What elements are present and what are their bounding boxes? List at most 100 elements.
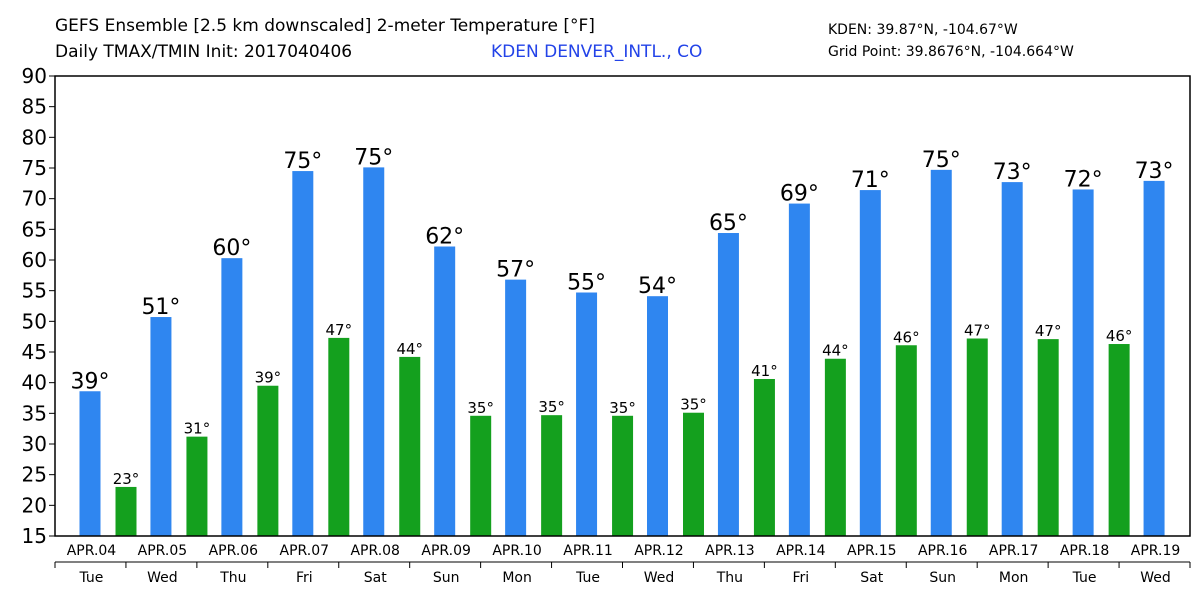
tmax-value-label: 75° xyxy=(354,145,393,170)
tmin-value-label: 31° xyxy=(184,420,211,438)
x-date-label: APR.04 xyxy=(67,543,117,559)
tmax-value-label: 73° xyxy=(1135,159,1174,184)
tmin-value-label: 23° xyxy=(113,470,140,488)
y-tick-label: 70 xyxy=(22,187,47,211)
station-coords: KDEN: 39.87°N, -104.67°W xyxy=(828,22,1018,38)
x-weekday-label: Tue xyxy=(575,570,600,586)
tmin-bar xyxy=(257,385,279,536)
tmax-value-label: 72° xyxy=(1064,167,1103,192)
tmax-bar xyxy=(363,167,385,537)
tmin-value-label: 46° xyxy=(893,328,920,346)
x-date-label: APR.10 xyxy=(492,543,542,559)
tmax-value-label: 73° xyxy=(993,160,1032,185)
tmin-value-label: 35° xyxy=(609,399,636,417)
y-tick-label: 75 xyxy=(22,156,47,180)
tmin-value-label: 35° xyxy=(538,398,565,416)
tmax-value-label: 65° xyxy=(709,211,748,236)
y-tick-label: 15 xyxy=(22,524,47,548)
y-tick-label: 85 xyxy=(22,95,47,119)
x-weekday-label: Thu xyxy=(716,570,743,586)
plot-frame xyxy=(54,75,1191,537)
tmin-value-label: 47° xyxy=(326,321,353,339)
x-date-label: APR.18 xyxy=(1060,543,1110,559)
x-date-label: APR.14 xyxy=(776,543,826,559)
tmax-value-label: 75° xyxy=(922,148,961,173)
tmin-bar xyxy=(753,378,775,536)
y-tick-label: 60 xyxy=(22,248,47,272)
tmin-bar xyxy=(1108,344,1130,536)
tmin-value-label: 35° xyxy=(467,399,494,417)
x-weekday-label: Mon xyxy=(502,570,532,586)
station-name: KDEN DENVER_INTL., CO xyxy=(491,42,703,62)
x-date-label: APR.06 xyxy=(209,543,259,559)
y-tick-label: 90 xyxy=(22,64,47,88)
tmin-value-label: 39° xyxy=(255,369,282,387)
tmax-bar xyxy=(505,279,527,536)
y-tick-label: 35 xyxy=(22,401,47,425)
tmax-bar xyxy=(1072,189,1094,536)
grid-point-coords: Grid Point: 39.8676°N, -104.664°W xyxy=(828,44,1074,60)
tmin-value-label: 44° xyxy=(822,342,849,360)
tmax-value-label: 39° xyxy=(71,369,110,394)
tmax-bar xyxy=(221,258,243,536)
x-weekday-label: Sun xyxy=(433,570,460,586)
tmin-value-label: 47° xyxy=(964,322,991,340)
tmax-bar xyxy=(717,233,739,536)
x-weekday-label: Sun xyxy=(929,570,956,586)
x-weekday-label: Fri xyxy=(296,570,313,586)
tmin-value-label: 35° xyxy=(680,396,707,414)
x-date-label: APR.11 xyxy=(563,543,613,559)
y-tick-label: 80 xyxy=(22,125,47,149)
tmax-bar xyxy=(647,296,668,536)
tmin-bar xyxy=(683,412,704,536)
x-date-label: APR.13 xyxy=(705,543,755,559)
x-date-label: APR.09 xyxy=(421,543,471,559)
tmax-bar xyxy=(788,203,810,536)
tmin-bar xyxy=(1037,339,1059,536)
tmax-bar xyxy=(930,169,952,536)
tmax-bar xyxy=(292,171,314,537)
tmin-bar xyxy=(612,415,634,536)
tmin-bar xyxy=(470,415,492,536)
tmax-bar xyxy=(434,246,456,537)
tmin-bar xyxy=(399,356,421,536)
tmin-bar xyxy=(966,338,988,536)
x-date-label: APR.08 xyxy=(350,543,400,559)
x-weekday-label: Fri xyxy=(793,570,810,586)
x-date-label: APR.15 xyxy=(847,543,897,559)
tmin-bar xyxy=(186,436,208,536)
y-tick-label: 40 xyxy=(22,371,47,395)
tmax-bar xyxy=(79,391,101,536)
x-date-label: APR.05 xyxy=(138,543,188,559)
tmax-bar xyxy=(1143,180,1165,536)
x-weekday-label: Tue xyxy=(1072,570,1097,586)
tmax-value-label: 60° xyxy=(212,236,251,261)
tmin-value-label: 47° xyxy=(1035,322,1062,340)
y-tick-label: 30 xyxy=(22,432,47,456)
x-weekday-label: Mon xyxy=(999,570,1029,586)
tmax-bar xyxy=(150,317,172,536)
tmax-value-label: 57° xyxy=(496,258,535,283)
x-date-label: APR.17 xyxy=(989,543,1039,559)
tmax-value-label: 69° xyxy=(780,182,819,207)
tmax-value-label: 75° xyxy=(283,149,322,174)
x-date-label: APR.12 xyxy=(634,543,684,559)
x-weekday-label: Sat xyxy=(860,570,883,586)
tmax-bar xyxy=(576,292,598,536)
y-tick-label: 55 xyxy=(22,279,47,303)
tmax-value-label: 71° xyxy=(851,168,890,193)
x-date-label: APR.19 xyxy=(1131,543,1181,559)
chart-title: GEFS Ensemble [2.5 km downscaled] 2-mete… xyxy=(55,16,595,36)
y-tick-label: 25 xyxy=(22,463,47,487)
tmin-value-label: 44° xyxy=(396,340,423,358)
tmax-value-label: 55° xyxy=(567,271,606,296)
x-weekday-label: Wed xyxy=(644,570,675,586)
y-tick-label: 65 xyxy=(22,217,47,241)
tmax-value-label: 62° xyxy=(425,225,464,250)
x-weekday-label: Thu xyxy=(219,570,246,586)
x-date-label: APR.07 xyxy=(280,543,330,559)
tmin-bar xyxy=(115,486,137,536)
tmin-bar xyxy=(824,358,846,536)
tmax-value-label: 54° xyxy=(638,274,677,299)
